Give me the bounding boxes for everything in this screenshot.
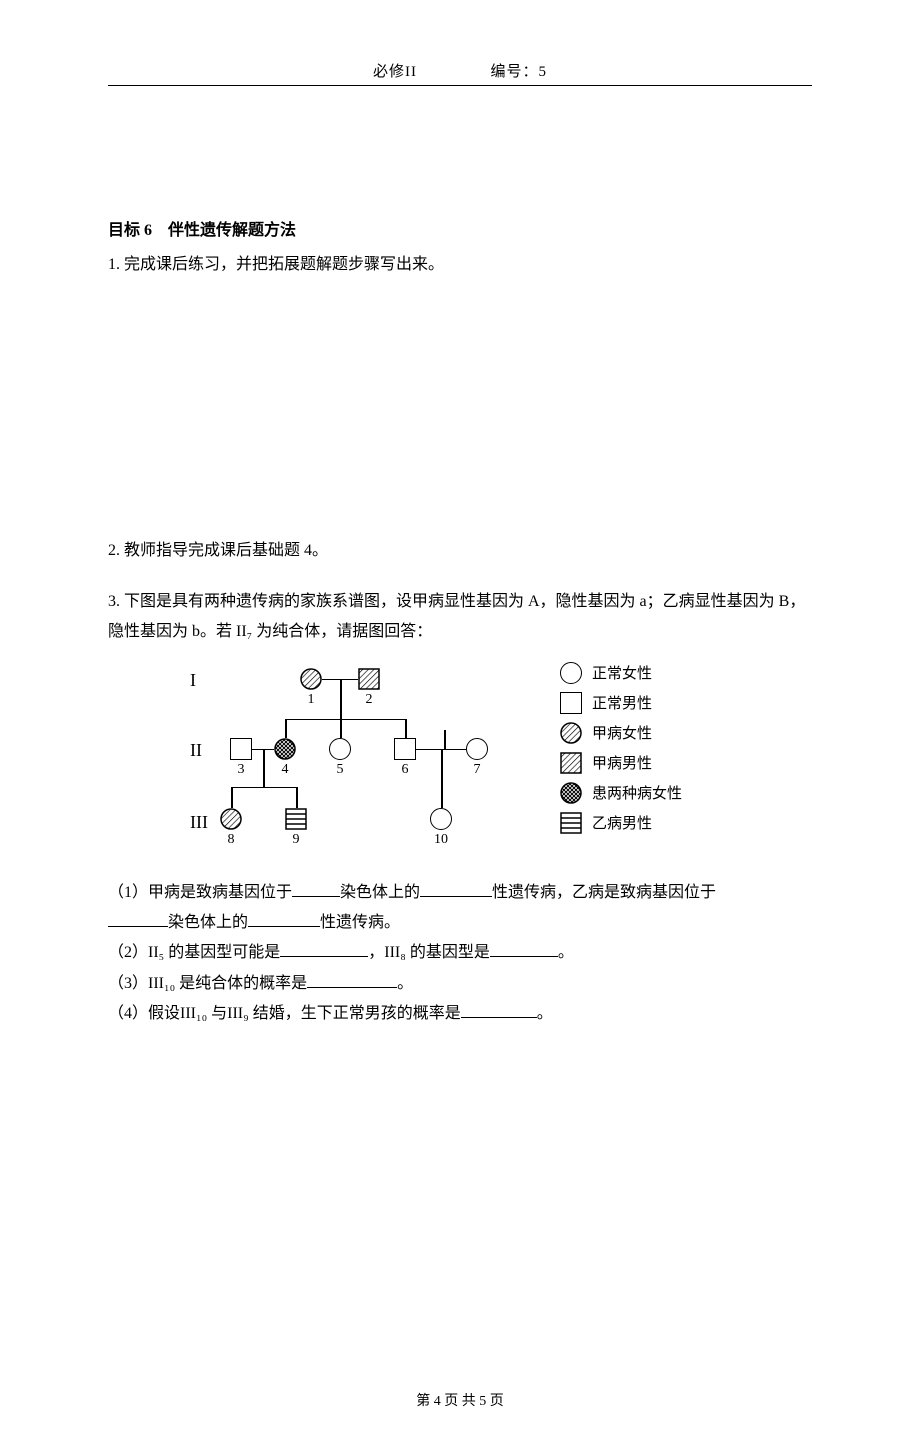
drop-III-8	[231, 787, 233, 808]
blank-8	[461, 1002, 537, 1018]
label-II-6: 6	[394, 762, 416, 778]
q3-sub2-a: （2）II₅ 的基因型可能是	[108, 944, 280, 961]
drop-III-9	[296, 787, 298, 808]
question-1: 1. 完成课后练习，并把拓展题解题步骤写出来。	[108, 250, 812, 280]
page: 必修II 编号：5 目标 6 伴性遗传解题方法 1. 完成课后练习，并把拓展题解…	[0, 0, 920, 1450]
person-III-8	[220, 808, 242, 830]
gen-label-2: II	[190, 740, 202, 761]
q3-sub3-a: （3）III₁₀ 是纯合体的概率是	[108, 975, 307, 992]
blank-5	[280, 941, 368, 957]
label-III-8: 8	[220, 832, 242, 848]
drop-II-5	[340, 719, 342, 738]
q3-sub2-b: ，III₈ 的基因型是	[368, 944, 490, 961]
q3-sub1-c: 性遗传病，乙病是致病基因位于	[492, 884, 716, 901]
gen-label-1: I	[190, 670, 196, 691]
workspace-gap-1	[108, 286, 812, 536]
header-number: 编号：5	[491, 64, 548, 80]
q3-sub3: （3）III₁₀ 是纯合体的概率是 。	[108, 969, 812, 999]
sibship-bar-I	[285, 719, 405, 721]
legend-label-3: 甲病女性	[592, 722, 652, 743]
affected-both-female-icon	[274, 738, 296, 760]
person-II-6	[394, 738, 416, 760]
section-title: 目标 6 伴性遗传解题方法	[108, 216, 812, 240]
q3-sub1: （1）甲病是致病基因位于 染色体上的 性遗传病，乙病是致病基因位于	[108, 878, 812, 908]
q3-sub2: （2）II₅ 的基因型可能是 ，III₈ 的基因型是 。	[108, 938, 812, 968]
drop-II-4	[285, 719, 287, 738]
affected-a-female-icon	[560, 722, 582, 744]
q3-sub4-b: 。	[537, 1005, 553, 1022]
q3-sub4: （4）假设III₁₀ 与III₉ 结婚，生下正常男孩的概率是 。	[108, 999, 812, 1029]
legend-row-5: 患两种病女性	[560, 780, 682, 806]
label-II-4: 4	[274, 762, 296, 778]
person-III-10	[430, 808, 452, 830]
q3-sub3-b: 。	[397, 975, 413, 992]
normal-male-icon	[560, 692, 582, 714]
drop-couple-34	[263, 749, 265, 787]
legend-label-1: 正常女性	[592, 662, 652, 683]
blank-4	[248, 911, 320, 927]
person-II-3	[230, 738, 252, 760]
blank-6	[490, 941, 558, 957]
gap-q2	[108, 573, 812, 587]
affected-both-female-icon	[560, 782, 582, 804]
label-II-3: 3	[230, 762, 252, 778]
question-3-intro: 3. 下图是具有两种遗传病的家族系谱图，设甲病显性基因为 A，隐性基因为 a；乙…	[108, 587, 812, 648]
legend-row-2: 正常男性	[560, 690, 682, 716]
legend-label-4: 甲病男性	[592, 752, 652, 773]
blank-2	[420, 881, 492, 897]
person-II-4	[274, 738, 296, 760]
q3-sub4-a: （4）假设III₁₀ 与III₉ 结婚，生下正常男孩的概率是	[108, 1005, 461, 1022]
gen-label-3: III	[190, 812, 208, 833]
affected-b-male-icon	[560, 812, 582, 834]
affected-b-male-icon	[285, 808, 307, 830]
q3-sub1-d: 染色体上的	[168, 914, 248, 931]
q3-sub1-e: 性遗传病。	[320, 914, 400, 931]
label-III-9: 9	[285, 832, 307, 848]
legend-label-6: 乙病男性	[592, 812, 652, 833]
blank-3	[108, 911, 168, 927]
page-header: 必修II 编号：5	[108, 60, 812, 85]
page-footer: 第 4 页 共 5 页	[108, 1390, 812, 1410]
legend-row-1: 正常女性	[560, 660, 682, 686]
person-I-2	[358, 668, 380, 690]
pedigree-diagram: I II III 1 2	[108, 660, 812, 860]
q3-sub2-c: 。	[558, 944, 574, 961]
header-rule	[108, 85, 812, 86]
stub-line-II-right	[444, 730, 446, 749]
header-course: 必修II	[373, 64, 417, 80]
affected-a-male-icon	[358, 668, 380, 690]
affected-a-female-icon	[220, 808, 242, 830]
sibship-bar-34	[231, 787, 296, 789]
legend-row-4: 甲病男性	[560, 750, 682, 776]
legend-label-5: 患两种病女性	[592, 782, 682, 803]
drop-line-I	[340, 679, 342, 719]
drop-couple-67	[441, 749, 443, 808]
label-II-7: 7	[466, 762, 488, 778]
label-II-5: 5	[329, 762, 351, 778]
q3-sub1-b: 染色体上的	[340, 884, 420, 901]
person-II-5	[329, 738, 351, 760]
legend-label-2: 正常男性	[592, 692, 652, 713]
drop-II-6	[405, 719, 407, 738]
label-I-1: 1	[300, 692, 322, 708]
person-II-7	[466, 738, 488, 760]
person-III-9	[285, 808, 307, 830]
question-2: 2. 教师指导完成课后基础题 4。	[108, 536, 812, 566]
legend-row-6: 乙病男性	[560, 810, 682, 836]
label-I-2: 2	[358, 692, 380, 708]
legend-row-3: 甲病女性	[560, 720, 682, 746]
normal-female-icon	[560, 662, 582, 684]
header-gap	[422, 64, 486, 80]
q3-sub1-line2: 染色体上的 性遗传病。	[108, 908, 812, 938]
affected-a-male-icon	[560, 752, 582, 774]
person-I-1	[300, 668, 322, 690]
blank-1	[292, 881, 340, 897]
label-III-10: 10	[430, 832, 452, 848]
pedigree-canvas: I II III 1 2	[190, 660, 730, 860]
q3-sub1-a: （1）甲病是致病基因位于	[108, 884, 292, 901]
legend: 正常女性 正常男性 甲病女性 甲病男性	[560, 660, 682, 840]
affected-a-female-icon	[300, 668, 322, 690]
blank-7	[307, 972, 397, 988]
